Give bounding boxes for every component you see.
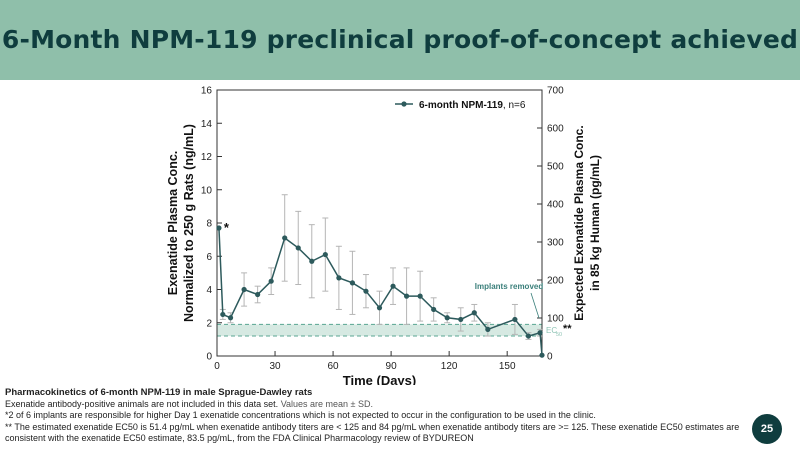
y2-tick-label: 600 — [547, 124, 564, 135]
data-point — [241, 286, 247, 293]
caption-note-antibody: Exenatide antibody-positive animals are … — [5, 398, 279, 409]
y-tick-label: 16 — [201, 86, 213, 97]
y-tick-label: 0 — [206, 352, 212, 363]
caption: Pharmacokinetics of 6-month NPM-119 in m… — [5, 387, 740, 445]
data-point — [417, 293, 423, 299]
data-point — [255, 291, 261, 298]
legend-marker — [401, 101, 407, 107]
y2-tick-label: 0 — [547, 352, 553, 363]
ec50-footnote-marker: ** — [563, 323, 572, 335]
day1-footnote-marker: * — [224, 220, 230, 235]
data-point — [336, 275, 342, 281]
data-point — [525, 333, 532, 339]
y2-tick-label: 500 — [547, 162, 564, 173]
x-axis-label: Time (Days) — [343, 373, 416, 385]
caption-note-values: Values are mean ± SD. — [280, 398, 374, 409]
y-axis-label-line1: Exenatide Plasma Conc. — [166, 151, 180, 296]
page-number-badge: 25 — [752, 414, 782, 444]
data-point — [227, 315, 234, 321]
x-tick-label: 120 — [441, 361, 458, 372]
y2-tick-label: 400 — [547, 200, 564, 211]
y-tick-label: 10 — [201, 185, 213, 196]
data-point — [485, 326, 491, 332]
y-tick-label: 14 — [201, 119, 213, 130]
data-point — [295, 245, 301, 251]
ec50-subscript: 50 — [556, 332, 562, 338]
y-tick-label: 6 — [206, 252, 212, 263]
legend-label: 6-month NPM-119, n=6 — [419, 100, 526, 111]
data-point — [403, 293, 410, 299]
slide-title: 6-Month NPM-119 preclinical proof-of-con… — [1, 25, 799, 54]
data-point — [444, 315, 450, 321]
y-tick-label: 12 — [201, 152, 213, 163]
ec50-label: EC — [546, 326, 557, 335]
pk-chart: 0 2 4 6 8 10 12 14 16 0 100 200 300 400 500 600 700 0 30 60… — [166, 86, 602, 386]
y2-tick-label: 200 — [547, 276, 564, 287]
series-line — [218, 227, 543, 356]
y2-axis-label-line1: Expected Exenatide Plasma Conc. — [572, 125, 586, 320]
caption-line-1: Exenatide antibody-positive animals are … — [5, 399, 740, 411]
caption-footnote-1: *2 of 6 implants are responsible for hig… — [5, 410, 596, 420]
ec50-band — [217, 324, 542, 337]
data-point — [376, 305, 383, 311]
legend-sample-size: , n=6 — [503, 100, 526, 111]
caption-title: Pharmacokinetics of 6-month NPM-119 in m… — [5, 387, 313, 398]
x-tick-label: 60 — [328, 361, 340, 372]
data-point — [458, 316, 464, 323]
data-point — [309, 258, 315, 264]
data-point — [363, 288, 369, 294]
y2-tick-label: 700 — [547, 86, 564, 97]
data-point — [322, 251, 328, 258]
data-point — [220, 311, 226, 318]
y-tick-label: 4 — [206, 285, 212, 296]
y2-tick-label: 300 — [547, 238, 564, 249]
y-axis-label-line2: Normalized to 250 g Rats (ng/mL) — [182, 124, 196, 322]
data-point — [282, 235, 288, 241]
x-tick-label: 90 — [386, 361, 398, 372]
data-point — [471, 310, 477, 316]
x-tick-label: 150 — [499, 361, 516, 372]
data-point — [349, 280, 356, 286]
data-point — [216, 225, 222, 231]
y2-axis-label-line2: in 85 kg Human (pg/mL) — [588, 155, 602, 291]
y-tick-label: 2 — [206, 318, 212, 329]
data-point — [390, 283, 396, 289]
data-point — [431, 306, 437, 313]
x-tick-label: 0 — [214, 361, 220, 372]
data-point — [268, 278, 274, 284]
data-point — [539, 352, 545, 358]
y2-tick-label: 100 — [547, 314, 564, 325]
implants-removed-arrow — [530, 292, 540, 319]
x-tick-label: 30 — [269, 361, 281, 372]
data-point — [537, 330, 543, 336]
caption-footnote-2: ** The estimated exenatide EC50 is 51.4 … — [5, 421, 740, 444]
y-tick-label: 8 — [206, 219, 212, 230]
title-banner — [0, 0, 800, 80]
data-point — [512, 316, 518, 323]
implants-removed-label: Implants removed — [475, 282, 544, 291]
